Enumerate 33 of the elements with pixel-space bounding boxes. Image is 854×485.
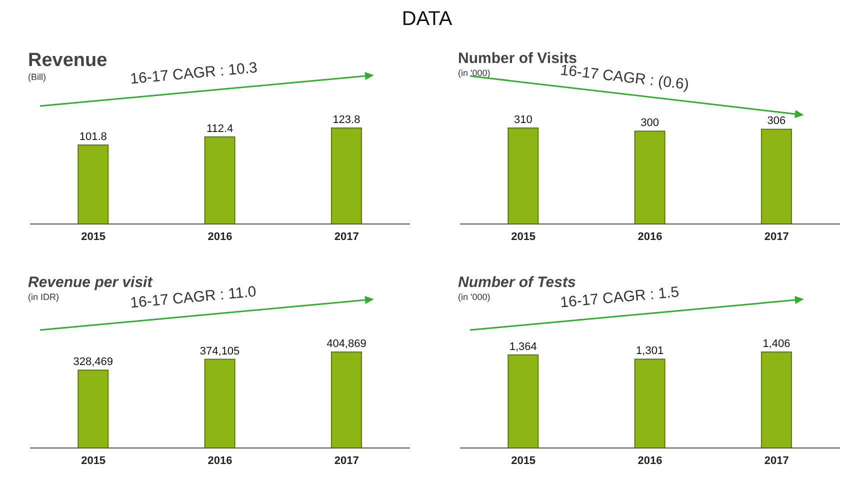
x-tick-label: 2016 — [638, 454, 662, 467]
data-label: 306 — [767, 115, 786, 128]
x-tick-label: 2016 — [208, 454, 232, 467]
data-label: 123.8 — [332, 114, 360, 126]
chart-subtitle: (Bill) — [28, 72, 46, 82]
chart-title: Revenue per visit — [28, 274, 152, 291]
data-label: 328,469 — [73, 356, 114, 368]
x-tick-label: 2016 — [208, 230, 232, 243]
data-label: 1,301 — [636, 345, 664, 358]
x-tick-label: 2017 — [764, 454, 789, 467]
data-label: 310 — [514, 114, 532, 126]
x-tick-label: 2017 — [764, 230, 789, 243]
data-label: 101.8 — [79, 131, 107, 144]
text: 16-17 CAGR : 10.3 — [129, 59, 258, 88]
data-label: 1,406 — [762, 338, 790, 350]
x-tick-label: 2016 — [638, 230, 662, 243]
chart-title: Number of Tests — [458, 274, 576, 291]
chart-subtitle: (in '000) — [458, 292, 490, 302]
x-tick-label: 2015 — [81, 230, 106, 243]
x-tick-label: 2015 — [81, 454, 106, 467]
data-label: 374,105 — [200, 345, 240, 358]
data-label: 1,364 — [509, 340, 537, 353]
chart-subtitle: (in IDR) — [28, 292, 59, 302]
data-label: 112.4 — [206, 122, 234, 135]
text: DATA — [400, 8, 454, 31]
x-tick-label: 2017 — [334, 454, 359, 467]
x-tick-label: 2015 — [511, 454, 536, 467]
data-label: 404,869 — [326, 338, 366, 350]
x-tick-label: 2017 — [334, 230, 359, 243]
x-tick-label: 2015 — [511, 230, 536, 243]
data-label: 300 — [640, 117, 659, 130]
chart-title: Revenue — [28, 50, 108, 72]
chart-subtitle: (in '000) — [458, 68, 490, 78]
